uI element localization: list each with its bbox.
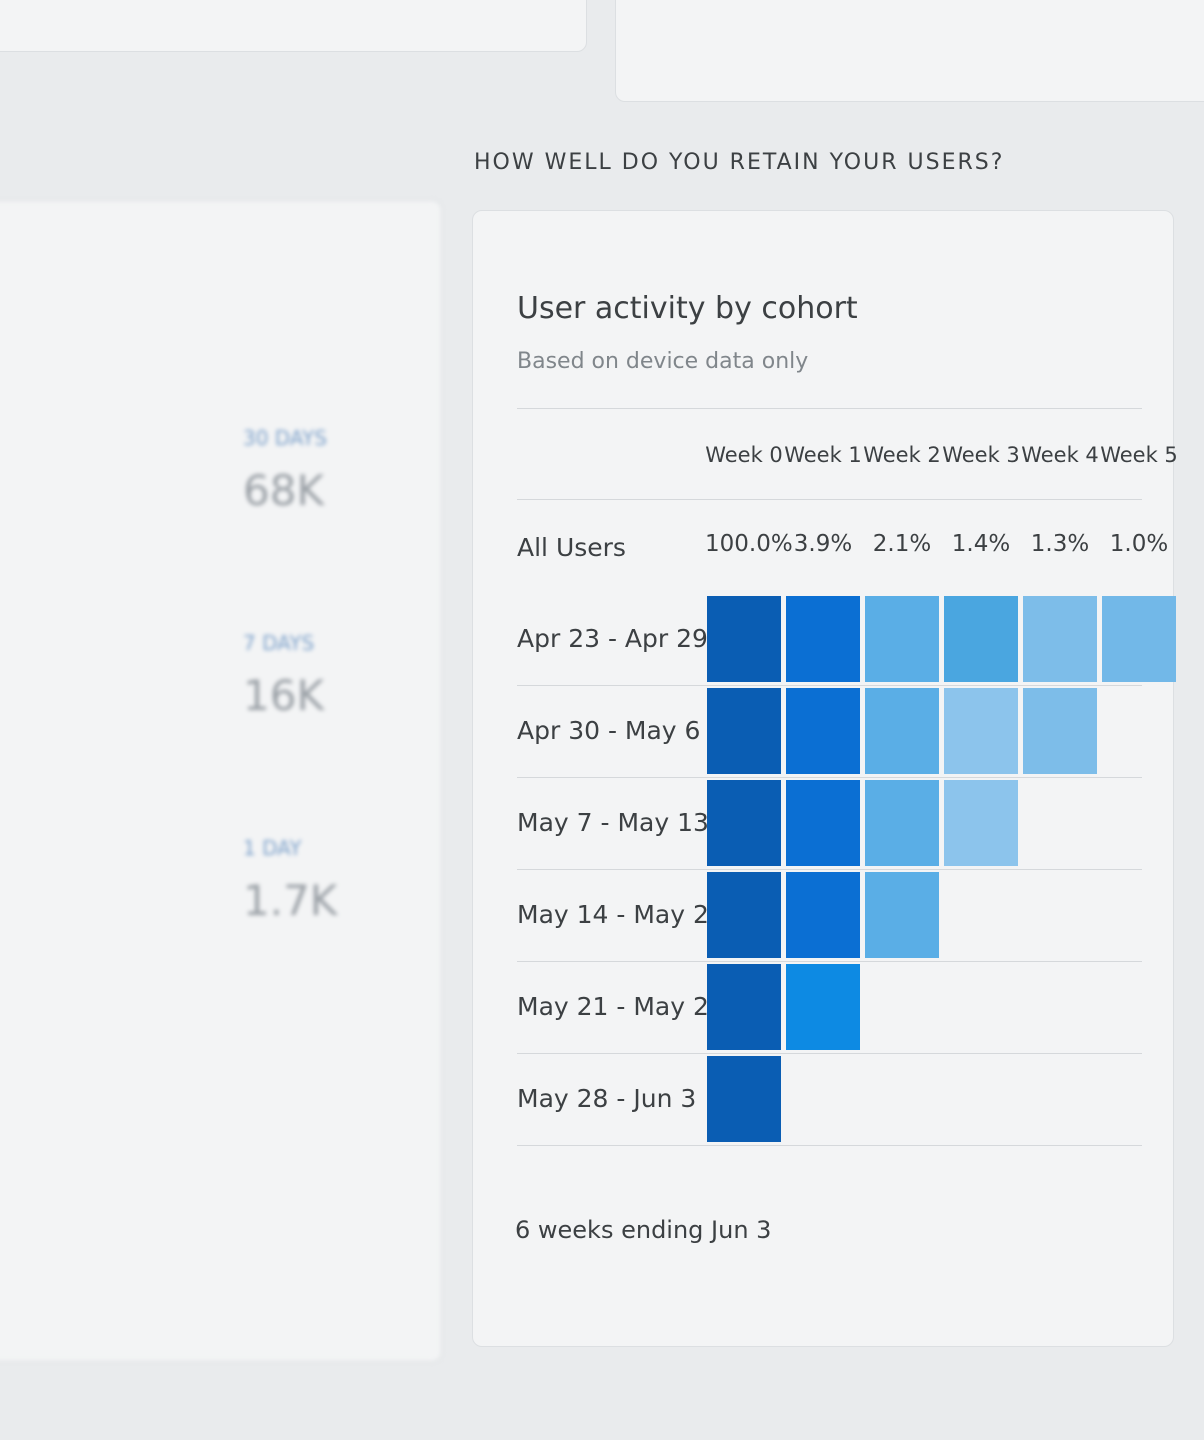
cohort-cell — [865, 872, 939, 958]
metric-value: 1.7K — [243, 876, 338, 925]
cohort-card: User activity by cohort Based on device … — [472, 210, 1178, 1347]
left-panel: 30 DAYS 68K 7 DAYS 16K 1 DAY 1.7K — [0, 200, 442, 1362]
footer-text: 6 weeks ending Jun 3 — [515, 1216, 772, 1244]
row-divider — [517, 685, 1142, 686]
all-users-value: 3.9% — [793, 531, 853, 557]
cohort-cell — [707, 872, 781, 958]
cohort-cell — [865, 596, 939, 682]
cohort-cell — [707, 780, 781, 866]
metric-value: 68K — [243, 466, 324, 515]
top-panel — [0, 0, 587, 52]
cohort-cell — [1102, 596, 1176, 682]
column-header: Week 4 — [1021, 443, 1099, 467]
cohort-cell — [786, 780, 860, 866]
cohort-cell — [944, 780, 1018, 866]
cohort-cell — [944, 688, 1018, 774]
cohort-cell — [865, 780, 939, 866]
card-title: User activity by cohort — [517, 291, 858, 326]
column-header: Week 1 — [784, 443, 862, 467]
cohort-cell — [1023, 688, 1097, 774]
cohort-cell — [865, 688, 939, 774]
row-divider — [517, 777, 1142, 778]
row-divider — [517, 869, 1142, 870]
cohort-cell — [786, 872, 860, 958]
row-divider — [517, 1053, 1142, 1054]
row-label: Apr 30 - May 6 — [517, 716, 701, 745]
row-label: May 14 - May 20 — [517, 900, 725, 929]
metric-label: 7 DAYS — [243, 631, 315, 655]
divider — [517, 408, 1142, 409]
cohort-cell — [786, 596, 860, 682]
top-panel — [615, 0, 1204, 102]
card-subtitle: Based on device data only — [517, 349, 809, 374]
row-divider — [517, 961, 1142, 962]
cohort-cell — [786, 688, 860, 774]
cohort-cell — [707, 596, 781, 682]
row-label: May 7 - May 13 — [517, 808, 709, 837]
cohort-cell — [786, 964, 860, 1050]
metric-value: 16K — [243, 671, 324, 720]
row-divider — [517, 1145, 1142, 1146]
cohort-cell — [707, 964, 781, 1050]
cohort-cell — [707, 1056, 781, 1142]
row-label: May 21 - May 27 — [517, 992, 725, 1021]
row-label: Apr 23 - Apr 29 — [517, 624, 708, 653]
row-label: All Users — [517, 533, 626, 562]
all-users-value: 1.4% — [951, 531, 1011, 557]
column-header: Week 3 — [942, 443, 1020, 467]
all-users-value: 2.1% — [872, 531, 932, 557]
all-users-value: 1.0% — [1109, 531, 1169, 557]
column-header: Week 5 — [1100, 443, 1178, 467]
all-users-value: 100.0% — [705, 531, 793, 557]
row-label: May 28 - Jun 3 — [517, 1084, 697, 1113]
all-users-value: 1.3% — [1030, 531, 1090, 557]
section-title: HOW WELL DO YOU RETAIN YOUR USERS? — [474, 150, 1005, 175]
cohort-cell — [707, 688, 781, 774]
metric-label: 1 DAY — [243, 836, 302, 860]
cohort-cell — [1023, 596, 1097, 682]
column-header: Week 0 — [705, 443, 783, 467]
divider — [517, 499, 1142, 500]
cohort-cell — [944, 596, 1018, 682]
metric-label: 30 DAYS — [243, 426, 327, 450]
column-header: Week 2 — [863, 443, 941, 467]
